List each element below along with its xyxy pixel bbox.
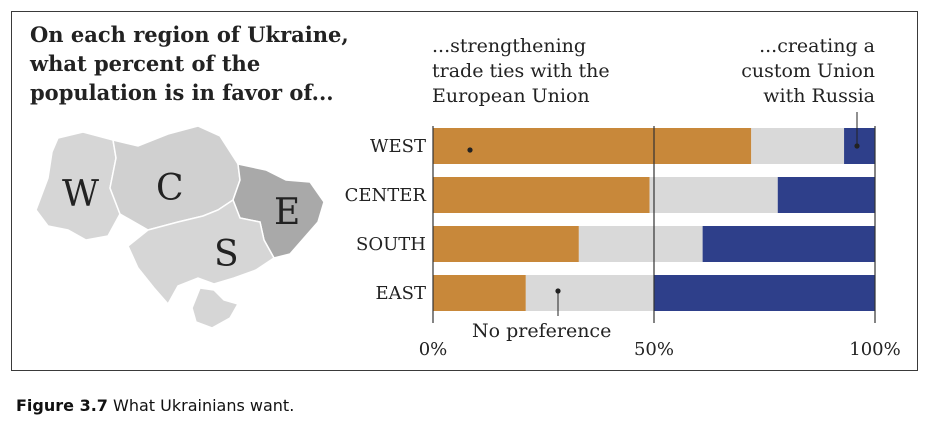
- bar-segment: [751, 128, 845, 164]
- x-tick-label: 50%: [634, 339, 674, 360]
- bar-segment: [649, 177, 778, 213]
- eu-annotation-line-1: ...strengthening: [432, 35, 586, 57]
- bar-segment: [433, 226, 579, 262]
- map-region-south: [127, 198, 275, 306]
- map-label-east: E: [274, 192, 300, 233]
- bar-segment: [433, 275, 526, 311]
- category-label: WEST: [370, 136, 426, 157]
- x-tick-label: 100%: [849, 339, 900, 360]
- eu-annotation-line-2: trade ties with the: [432, 60, 610, 82]
- russia-annotation-line-1: ...creating a: [759, 35, 875, 57]
- map-label-west: W: [62, 174, 99, 215]
- figure-caption: Figure 3.7 What Ukrainians want.: [16, 396, 294, 415]
- bar-segment: [578, 226, 703, 262]
- eu-annotation-line-3: European Union: [432, 85, 590, 107]
- ukraine-map: W C E S: [35, 125, 325, 329]
- bar-segment: [525, 275, 654, 311]
- bar-segment: [433, 128, 752, 164]
- neutral-annotation: No preference: [472, 320, 611, 342]
- category-label: SOUTH: [356, 234, 426, 255]
- bar-segment: [433, 177, 650, 213]
- bar-segment: [654, 275, 875, 311]
- eu-pointer-dot: [467, 147, 473, 153]
- figure-frame: [11, 11, 918, 371]
- caption-label: Figure 3.7: [16, 396, 108, 415]
- caption-text: What Ukrainians want.: [107, 396, 295, 415]
- russia-annotation: ...creating a custom Union with Russia: [741, 35, 875, 107]
- map-region-crimea: [191, 287, 240, 329]
- bar-segment: [777, 177, 875, 213]
- chart-title: On each region of Ukraine, what percent …: [30, 22, 349, 105]
- russia-annotation-line-3: with Russia: [763, 85, 875, 107]
- category-label: EAST: [376, 283, 426, 304]
- bar-segment: [702, 226, 875, 262]
- x-tick-label: 0%: [419, 339, 448, 360]
- russia-annotation-line-2: custom Union: [741, 60, 875, 82]
- map-label-center: C: [156, 168, 184, 209]
- map-label-south: S: [214, 234, 239, 275]
- eu-annotation: ...strengthening trade ties with the Eur…: [432, 35, 610, 107]
- category-label: CENTER: [345, 185, 427, 206]
